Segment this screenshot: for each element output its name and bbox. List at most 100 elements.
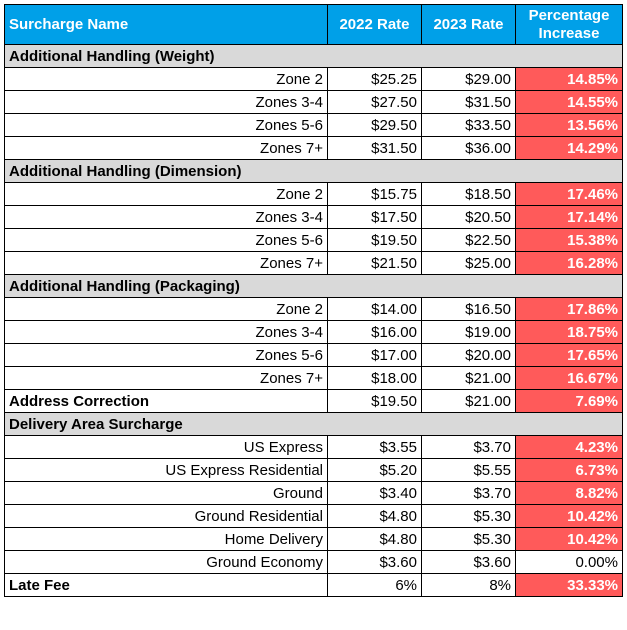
pct-increase: 10.42% xyxy=(515,504,623,528)
pct-increase: 17.14% xyxy=(515,205,623,229)
rate-2023: $3.70 xyxy=(421,481,516,505)
pct-increase: 17.86% xyxy=(515,297,623,321)
table-row: Zones 3-4 $27.50 $31.50 14.55% xyxy=(4,90,623,114)
table-row: Ground Economy $3.60 $3.60 0.00% xyxy=(4,550,623,574)
rate-2022: $14.00 xyxy=(327,297,422,321)
rate-2023: 8% xyxy=(421,573,516,597)
row-label: Late Fee xyxy=(4,573,328,597)
table-row: Zones 5-6 $19.50 $22.50 15.38% xyxy=(4,228,623,252)
row-label: US Express Residential xyxy=(4,458,328,482)
rate-2023: $21.00 xyxy=(421,389,516,413)
pct-increase: 18.75% xyxy=(515,320,623,344)
surcharge-table: Surcharge Name 2022 Rate 2023 Rate Perce… xyxy=(4,4,623,597)
pct-increase: 14.55% xyxy=(515,90,623,114)
pct-increase: 16.28% xyxy=(515,251,623,275)
rate-2023: $25.00 xyxy=(421,251,516,275)
table-row: Zone 2 $14.00 $16.50 17.86% xyxy=(4,297,623,321)
rate-2022: $4.80 xyxy=(327,504,422,528)
pct-increase: 7.69% xyxy=(515,389,623,413)
row-label: Zones 3-4 xyxy=(4,205,328,229)
header-pct-line1: Percentage xyxy=(528,6,610,24)
section-title: Additional Handling (Packaging) xyxy=(4,274,623,298)
row-label: Zones 3-4 xyxy=(4,320,328,344)
pct-increase: 17.65% xyxy=(515,343,623,367)
table-row: US Express $3.55 $3.70 4.23% xyxy=(4,435,623,459)
rate-2022: $15.75 xyxy=(327,182,422,206)
rate-2023: $19.00 xyxy=(421,320,516,344)
row-label: US Express xyxy=(4,435,328,459)
table-row: Zones 7+ $18.00 $21.00 16.67% xyxy=(4,366,623,390)
row-label: Ground xyxy=(4,481,328,505)
pct-increase: 13.56% xyxy=(515,113,623,137)
table-row: Zones 7+ $21.50 $25.00 16.28% xyxy=(4,251,623,275)
pct-increase: 0.00% xyxy=(515,550,623,574)
section-row-delivery-area: Delivery Area Surcharge xyxy=(4,412,623,436)
row-label: Home Delivery xyxy=(4,527,328,551)
table-row: Ground Residential $4.80 $5.30 10.42% xyxy=(4,504,623,528)
row-label: Zones 7+ xyxy=(4,251,328,275)
pct-increase: 14.29% xyxy=(515,136,623,160)
table-row: Ground $3.40 $3.70 8.82% xyxy=(4,481,623,505)
rate-2022: $3.40 xyxy=(327,481,422,505)
table-row: Zones 3-4 $16.00 $19.00 18.75% xyxy=(4,320,623,344)
row-label: Zones 5-6 xyxy=(4,343,328,367)
rate-2022: $27.50 xyxy=(327,90,422,114)
rate-2023: $18.50 xyxy=(421,182,516,206)
rate-2022: $5.20 xyxy=(327,458,422,482)
section-title: Delivery Area Surcharge xyxy=(4,412,623,436)
header-percentage-increase: Percentage Increase xyxy=(515,4,623,45)
header-surcharge-name: Surcharge Name xyxy=(4,4,328,45)
rate-2023: $21.00 xyxy=(421,366,516,390)
pct-increase: 14.85% xyxy=(515,67,623,91)
pct-increase: 33.33% xyxy=(515,573,623,597)
rate-2023: $3.70 xyxy=(421,435,516,459)
table-row: Zone 2 $15.75 $18.50 17.46% xyxy=(4,182,623,206)
row-label: Address Correction xyxy=(4,389,328,413)
rate-2022: 6% xyxy=(327,573,422,597)
rate-2023: $36.00 xyxy=(421,136,516,160)
header-pct-line2: Increase xyxy=(538,24,600,42)
row-label: Zones 5-6 xyxy=(4,113,328,137)
row-label: Ground Economy xyxy=(4,550,328,574)
section-title: Additional Handling (Dimension) xyxy=(4,159,623,183)
header-2022-rate: 2022 Rate xyxy=(327,4,422,45)
rate-2022: $16.00 xyxy=(327,320,422,344)
pct-increase: 17.46% xyxy=(515,182,623,206)
row-label: Zone 2 xyxy=(4,297,328,321)
table-row: Zones 5-6 $17.00 $20.00 17.65% xyxy=(4,343,623,367)
rate-2023: $3.60 xyxy=(421,550,516,574)
rate-2023: $33.50 xyxy=(421,113,516,137)
rate-2022: $19.50 xyxy=(327,389,422,413)
rate-2022: $21.50 xyxy=(327,251,422,275)
row-label: Zone 2 xyxy=(4,67,328,91)
pct-increase: 6.73% xyxy=(515,458,623,482)
row-label: Zones 3-4 xyxy=(4,90,328,114)
rate-2023: $31.50 xyxy=(421,90,516,114)
rate-2022: $31.50 xyxy=(327,136,422,160)
pct-increase: 15.38% xyxy=(515,228,623,252)
rate-2022: $4.80 xyxy=(327,527,422,551)
header-2023-rate: 2023 Rate xyxy=(421,4,516,45)
row-label: Ground Residential xyxy=(4,504,328,528)
section-row-weight: Additional Handling (Weight) xyxy=(4,44,623,68)
pct-increase: 8.82% xyxy=(515,481,623,505)
rate-2023: $20.50 xyxy=(421,205,516,229)
table-row: Zone 2 $25.25 $29.00 14.85% xyxy=(4,67,623,91)
section-row-packaging: Additional Handling (Packaging) xyxy=(4,274,623,298)
row-label: Zones 7+ xyxy=(4,366,328,390)
row-label: Zones 5-6 xyxy=(4,228,328,252)
table-row: Zones 3-4 $17.50 $20.50 17.14% xyxy=(4,205,623,229)
rate-2023: $5.30 xyxy=(421,527,516,551)
rate-2022: $17.00 xyxy=(327,343,422,367)
rate-2023: $20.00 xyxy=(421,343,516,367)
row-label: Zone 2 xyxy=(4,182,328,206)
pct-increase: 4.23% xyxy=(515,435,623,459)
rate-2023: $16.50 xyxy=(421,297,516,321)
header-row: Surcharge Name 2022 Rate 2023 Rate Perce… xyxy=(4,4,623,45)
rate-2022: $3.55 xyxy=(327,435,422,459)
table-row: US Express Residential $5.20 $5.55 6.73% xyxy=(4,458,623,482)
rate-2022: $18.00 xyxy=(327,366,422,390)
address-correction-row: Address Correction $19.50 $21.00 7.69% xyxy=(4,389,623,413)
rate-2022: $29.50 xyxy=(327,113,422,137)
pct-increase: 10.42% xyxy=(515,527,623,551)
